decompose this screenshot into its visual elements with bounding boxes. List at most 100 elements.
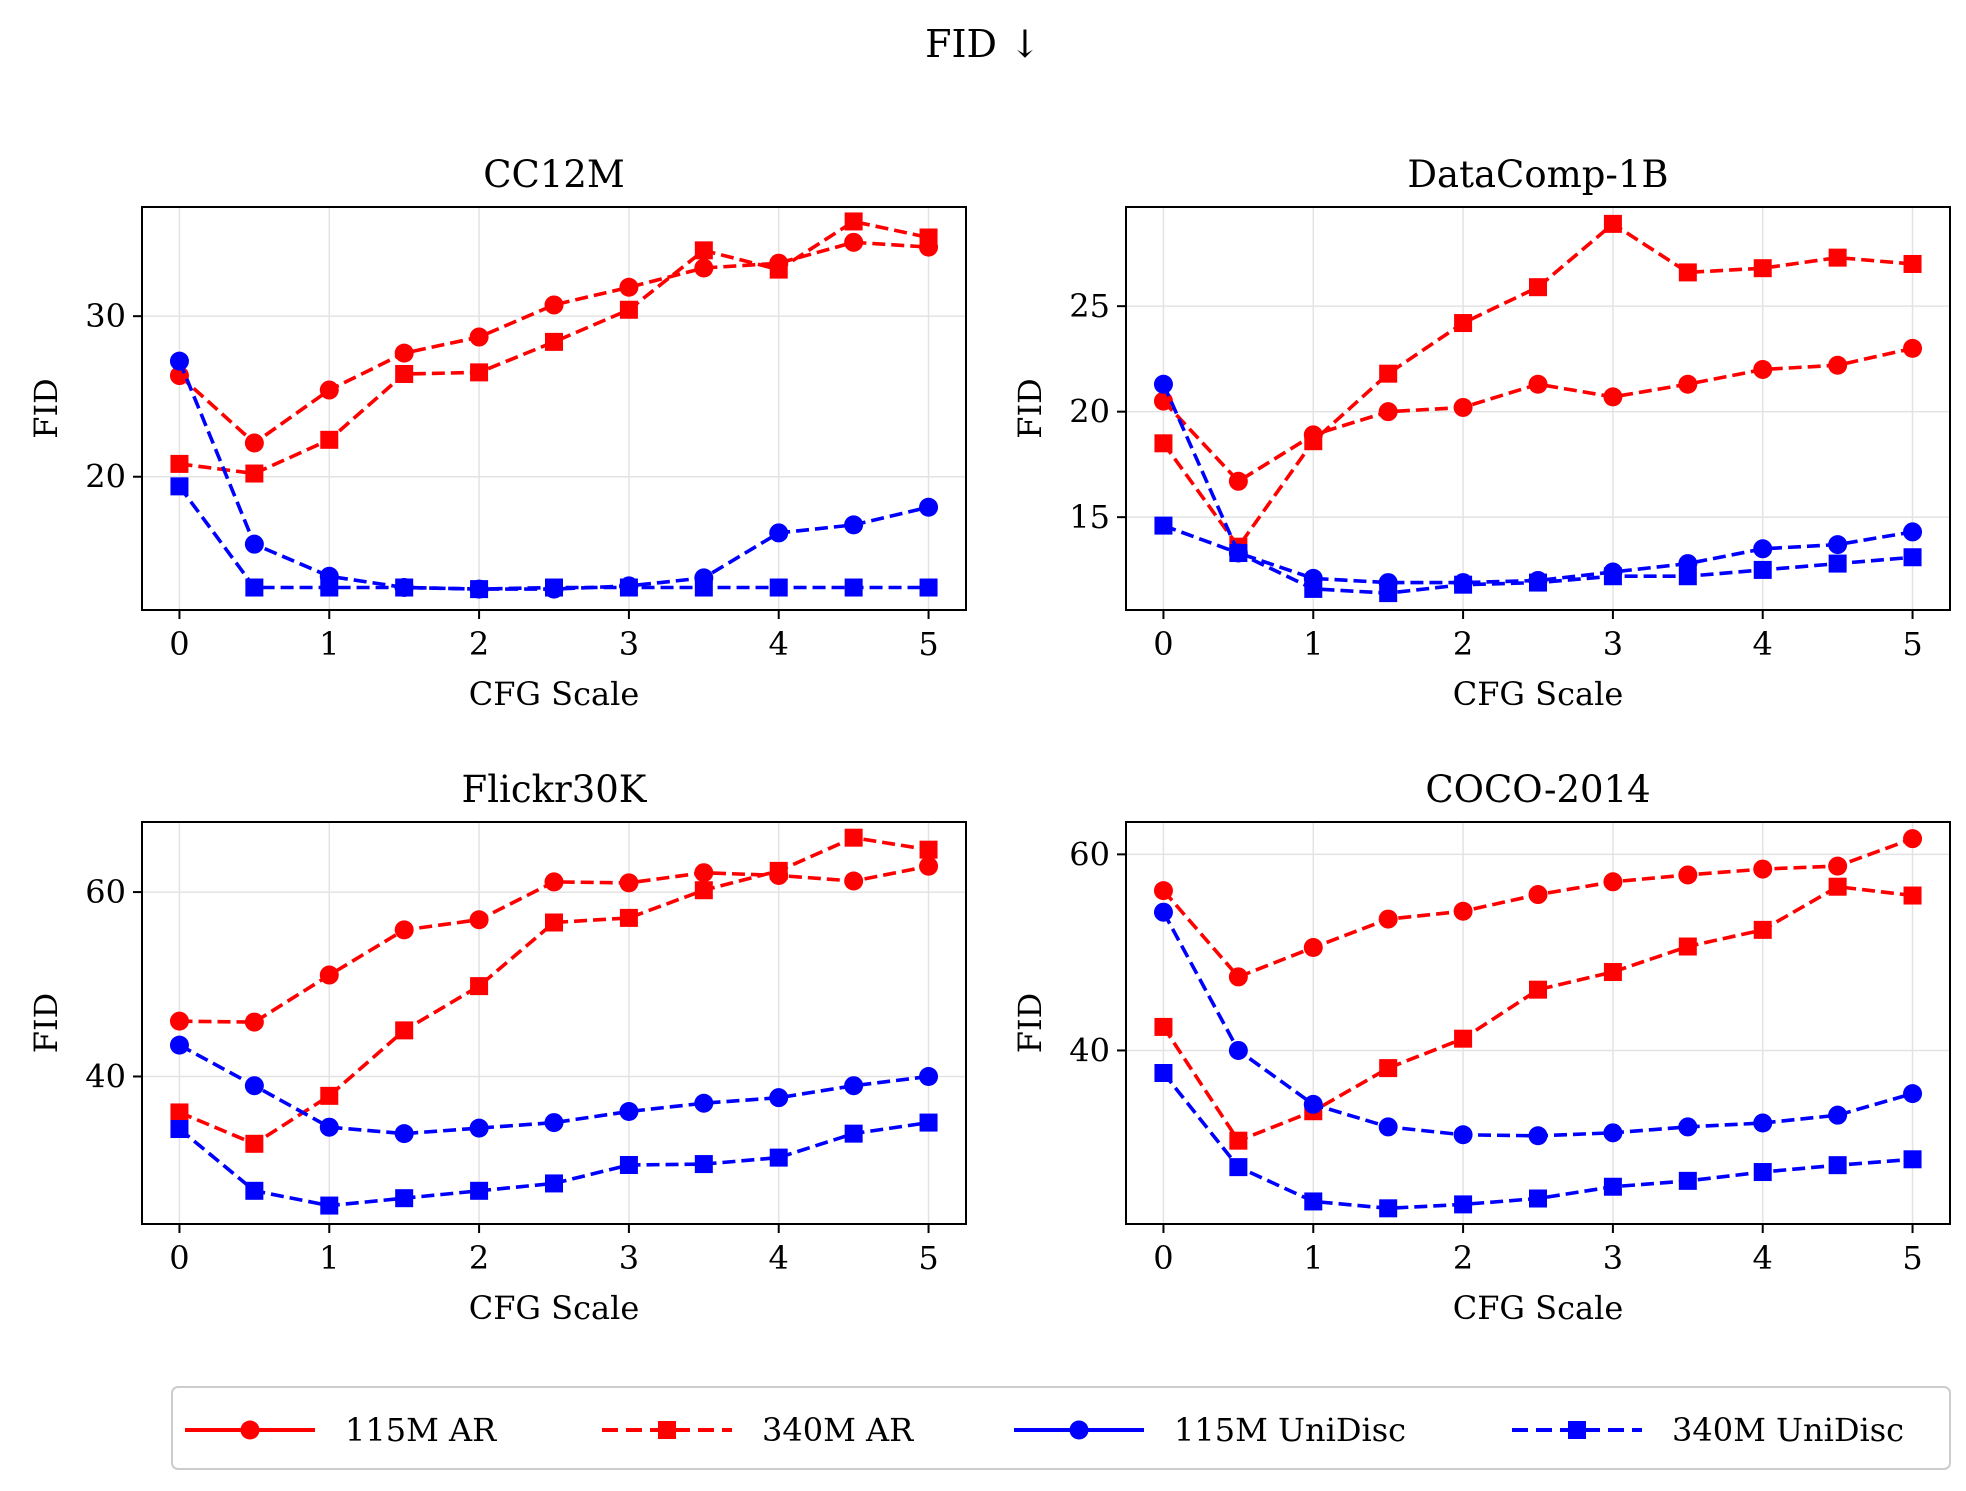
x-tick-label: 5	[1902, 1239, 1922, 1277]
y-tick-label: 25	[1069, 287, 1110, 325]
data-point	[1903, 1084, 1923, 1104]
y-axis-label: FID	[27, 993, 65, 1054]
data-point	[1228, 967, 1248, 987]
data-point	[844, 578, 863, 597]
series-line	[1161, 383, 1913, 585]
data-point	[694, 863, 714, 883]
data-point	[395, 578, 414, 597]
subplot-coco-2014: COCO-2014 0 1 2 3 4 5 40 60 CFG Scale FID	[1011, 768, 1951, 1327]
data-point	[1229, 544, 1248, 563]
data-point	[1228, 471, 1248, 491]
data-point	[394, 1124, 414, 1144]
data-point	[1303, 938, 1323, 958]
x-tick-label: 2	[1453, 625, 1473, 663]
data-point	[469, 327, 489, 347]
data-point	[1229, 1131, 1248, 1150]
series-340m-unidisc	[1154, 516, 1922, 603]
data-point	[919, 578, 938, 597]
data-point	[1753, 920, 1772, 939]
x-tick-label: 1	[319, 1239, 339, 1277]
data-point	[1753, 359, 1773, 379]
data-point	[1529, 1189, 1547, 1208]
data-point	[1379, 1199, 1398, 1218]
series-line	[1161, 911, 1913, 1138]
data-point	[1528, 1126, 1548, 1146]
legend-label: 115M AR	[345, 1411, 497, 1449]
data-point	[1828, 535, 1848, 555]
data-point	[919, 856, 939, 876]
legend-label: 340M UniDisc	[1672, 1411, 1904, 1449]
data-point	[694, 578, 713, 597]
data-point	[1303, 1094, 1323, 1114]
data-point	[1154, 1064, 1173, 1083]
data-point	[619, 300, 638, 319]
data-point	[320, 1196, 339, 1215]
data-point	[1753, 1113, 1773, 1133]
data-point	[844, 871, 864, 891]
data-point	[1828, 1156, 1847, 1175]
data-point	[844, 1124, 863, 1143]
grid	[1126, 822, 1950, 1224]
legend-marker	[240, 1420, 260, 1440]
x-tick-label: 2	[469, 625, 489, 663]
legend-marker	[1568, 1421, 1586, 1439]
data-point	[1678, 1117, 1698, 1137]
data-point	[1453, 397, 1473, 417]
data-point	[1378, 1117, 1398, 1137]
data-point	[919, 228, 938, 247]
x-tick-label: 1	[1303, 625, 1323, 663]
data-point	[1454, 1029, 1473, 1048]
data-point	[844, 232, 864, 252]
data-point	[395, 364, 414, 383]
legend-entry: 340M UniDisc	[1512, 1411, 1904, 1449]
data-point	[395, 1189, 414, 1208]
x-axis-label: CFG Scale	[1453, 1289, 1624, 1327]
legend: 115M AR 340M AR 115M UniDisc 340M UniDisc	[171, 1386, 1951, 1470]
data-point	[1454, 575, 1473, 594]
data-point	[469, 910, 489, 930]
data-point	[1603, 872, 1623, 892]
x-axis-label: CFG Scale	[1453, 675, 1624, 713]
axes-frame	[1125, 206, 1951, 611]
data-point	[1304, 579, 1323, 598]
x-tick-label: 0	[1153, 1239, 1173, 1277]
data-point	[844, 212, 863, 231]
legend-marker	[658, 1421, 676, 1439]
x-tick-label: 3	[619, 1239, 639, 1277]
data-point	[1828, 248, 1847, 267]
data-point	[319, 380, 339, 400]
data-point	[395, 1021, 414, 1040]
data-point	[1603, 214, 1622, 233]
data-point	[544, 872, 564, 892]
y-tick-label: 40	[1069, 1031, 1110, 1069]
data-point	[320, 430, 339, 449]
data-point	[1153, 391, 1173, 411]
axes-frame	[141, 206, 967, 611]
data-point	[469, 1118, 489, 1138]
subplot-datacomp-1b: DataComp-1B 0 1 2 3 4 5 15 20 25 CFG Scale FID	[1011, 153, 1951, 713]
data-point	[769, 260, 788, 279]
data-point	[1678, 374, 1698, 394]
data-point	[1903, 338, 1923, 358]
series-115m-unidisc	[169, 1035, 939, 1144]
data-point	[244, 534, 264, 554]
subplot-flickr30k: Flickr30K 0 1 2 3 4 5 40 60 CFG Scale FID	[27, 768, 967, 1327]
data-point	[844, 828, 863, 847]
data-point	[1603, 567, 1622, 586]
data-point	[769, 1088, 789, 1108]
data-point	[470, 580, 489, 599]
series-340m-unidisc	[1154, 1064, 1922, 1218]
data-point	[1378, 402, 1398, 422]
data-point	[1753, 560, 1772, 579]
series-line	[178, 485, 929, 591]
series-line	[178, 1043, 929, 1136]
data-point	[844, 1076, 864, 1096]
subplot-title: Flickr30K	[462, 768, 648, 811]
data-point	[170, 477, 189, 496]
data-point	[619, 873, 639, 893]
data-point	[1378, 909, 1398, 929]
data-point	[1678, 865, 1698, 885]
data-point	[1753, 539, 1773, 559]
data-point	[245, 1134, 264, 1153]
x-tick-label: 2	[469, 1239, 489, 1277]
